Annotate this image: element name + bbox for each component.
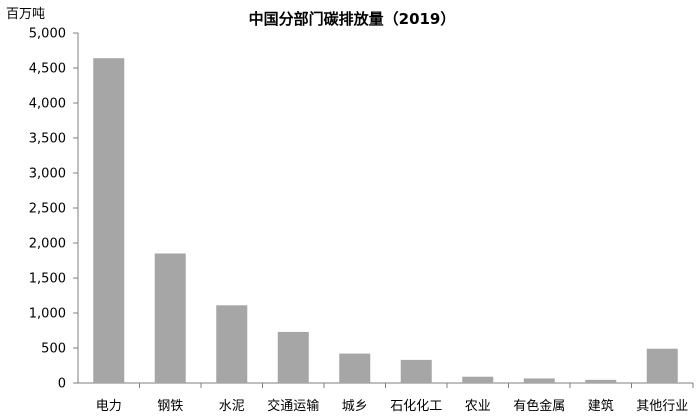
bar-9 xyxy=(646,348,678,383)
bar-6 xyxy=(462,376,494,383)
y-axis-unit-label: 百万吨 xyxy=(6,7,45,22)
y-tick-label: 1,000 xyxy=(29,307,66,322)
y-tick-label: 2,000 xyxy=(29,237,66,252)
y-tick-label: 3,000 xyxy=(29,167,66,182)
x-category-label: 电力 xyxy=(96,399,122,414)
x-category-label: 交通运输 xyxy=(267,398,319,414)
x-category-label: 城乡 xyxy=(342,399,368,414)
bar-2 xyxy=(216,305,248,383)
y-tick-label: 0 xyxy=(58,377,66,392)
bar-1 xyxy=(154,253,186,383)
y-tick-label: 1,500 xyxy=(29,272,66,287)
bar-5 xyxy=(400,359,432,383)
chart-title: 中国分部门碳排放量（2019） xyxy=(249,10,456,28)
y-tick-label: 4,000 xyxy=(29,97,66,112)
x-category-label: 钢铁 xyxy=(157,399,183,414)
y-tick-label: 500 xyxy=(41,342,66,357)
y-tick-label: 5,000 xyxy=(29,27,66,42)
bar-3 xyxy=(277,331,309,383)
bar-4 xyxy=(339,353,371,383)
y-tick-label: 3,500 xyxy=(29,132,66,147)
bar-8 xyxy=(585,379,617,383)
x-category-label: 水泥 xyxy=(219,399,245,414)
x-category-label: 建筑 xyxy=(588,398,614,414)
plot-area: 0 500 1,000 1,500 2,000 2,500 3,000 3,500 4,000 4… xyxy=(29,27,694,414)
bar-7 xyxy=(523,378,555,383)
x-category-label: 石化化工 xyxy=(390,399,442,414)
bar-0 xyxy=(93,58,125,383)
x-category-label: 其他行业 xyxy=(636,399,688,414)
x-category-label: 有色金属 xyxy=(513,398,565,414)
x-category-label: 农业 xyxy=(465,399,491,414)
y-tick-label: 4,500 xyxy=(29,62,66,77)
y-tick-label: 2,500 xyxy=(29,202,66,217)
